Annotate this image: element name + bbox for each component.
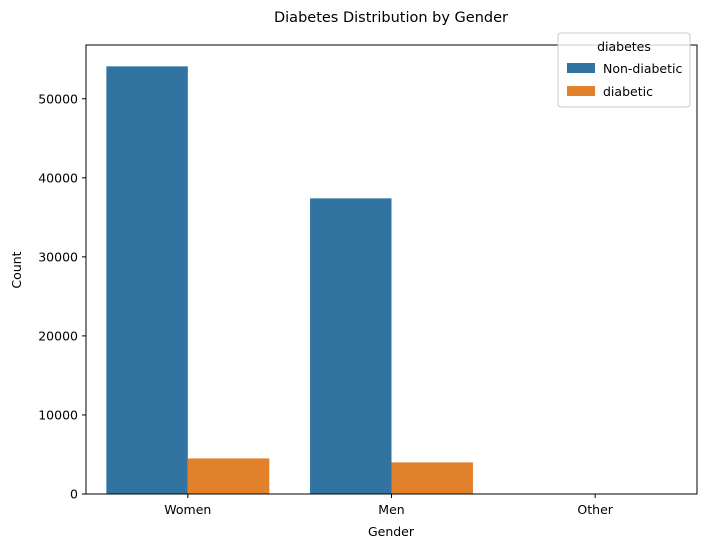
- bars-group: [106, 66, 596, 495]
- bar-men-non-diabetic: [310, 198, 392, 495]
- legend: diabetes Non-diabetic diabetic: [557, 32, 691, 108]
- x-tick-label-men: Men: [378, 502, 404, 517]
- y-axis-label: Count: [9, 251, 24, 288]
- legend-label-non-diabetic: Non-diabetic: [603, 61, 682, 76]
- bar-men-diabetic: [391, 462, 473, 494]
- legend-swatch-non-diabetic: [567, 63, 595, 73]
- x-axis-label: Gender: [368, 524, 415, 539]
- y-tick-label-40000: 40000: [38, 170, 78, 185]
- bar-women-non-diabetic: [106, 66, 188, 494]
- legend-swatch-diabetic: [567, 86, 595, 96]
- y-tick-label-30000: 30000: [38, 249, 78, 264]
- y-tick-label-50000: 50000: [38, 91, 78, 106]
- x-tick-label-other: Other: [577, 502, 613, 517]
- x-axis: Women Men Other: [164, 494, 614, 517]
- y-axis: 0 10000 20000 30000 40000 50000: [38, 91, 86, 502]
- legend-label-diabetic: diabetic: [603, 84, 653, 99]
- y-tick-label-10000: 10000: [38, 407, 78, 422]
- y-tick-label-0: 0: [70, 487, 78, 502]
- legend-title: diabetes: [597, 39, 651, 54]
- plot-frame: [85, 44, 698, 495]
- bar-women-diabetic: [187, 458, 270, 494]
- x-tick-label-women: Women: [164, 502, 211, 517]
- chart-title: Diabetes Distribution by Gender: [274, 10, 508, 26]
- y-tick-label-20000: 20000: [38, 328, 78, 343]
